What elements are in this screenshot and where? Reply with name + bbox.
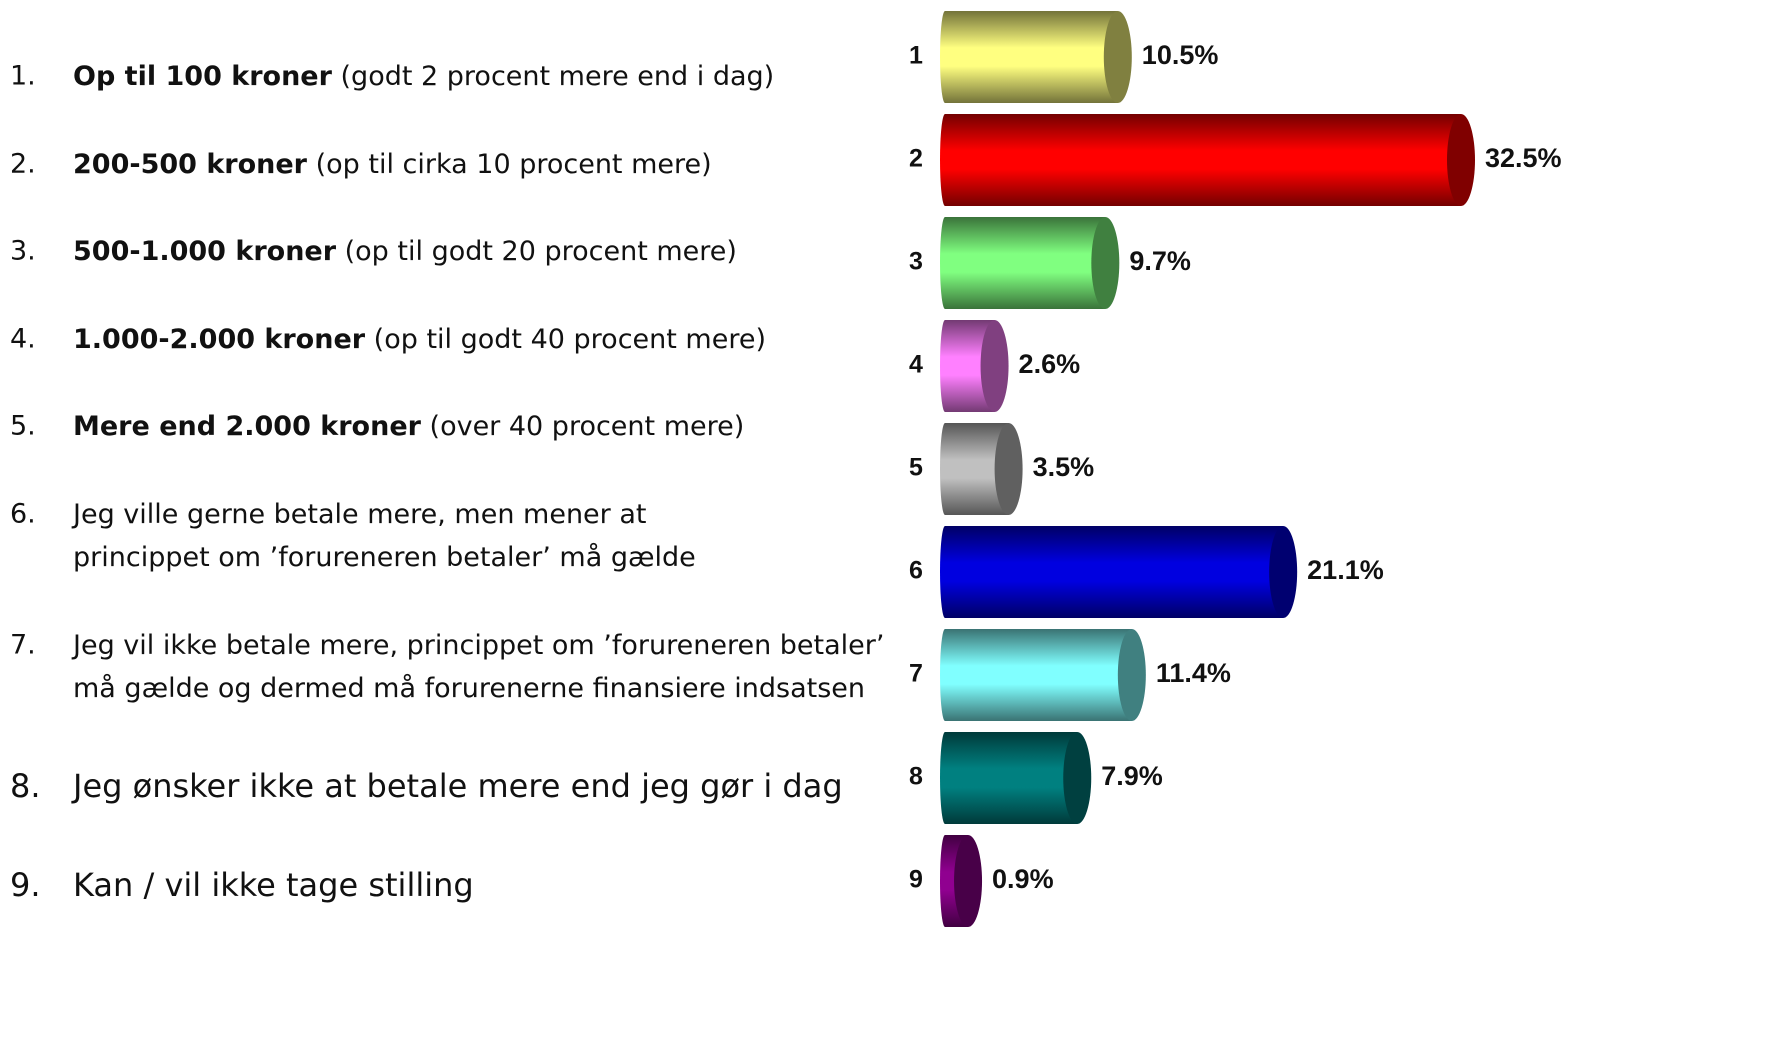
category-label: 3 [909,248,923,276]
item-line: princippet om ’forureneren betaler’ må g… [73,542,696,573]
bar [940,217,1120,309]
item-text: Jeg vil ikke betale mere, princippet om … [71,630,884,661]
item-text: Jeg ville gerne betale mere, men mener a… [71,499,647,530]
item-bold: Op til 100 kroner [73,61,333,92]
item-number: 1. [10,61,36,92]
bar-cap [1091,217,1120,309]
item-text: Mere end 2.000 kroner (over 40 procent m… [73,411,744,442]
bar-body [945,11,1118,103]
item-number: 7. [10,630,36,661]
item-bold: Mere end 2.000 kroner [73,411,422,442]
bar [940,629,1146,721]
item-line: Jeg vil ikke betale mere, princippet om … [71,630,884,661]
bar-cap [1269,526,1298,618]
category-label: 2 [909,145,923,173]
bar-body [945,629,1132,721]
bar-cap [1103,11,1132,103]
item-text: Kan / vil ikke tage stilling [73,866,474,904]
value-label: 11.4% [1156,658,1231,688]
item-text: 500-1.000 kroner (op til godt 20 procent… [73,236,737,267]
item-line: Kan / vil ikke tage stilling [73,866,474,904]
item-line: (godt 2 procent mere end i dag) [332,61,774,92]
item-text: princippet om ’forureneren betaler’ må g… [73,542,696,573]
item-number: 6. [10,499,36,530]
category-label: 5 [909,454,923,482]
bar [940,114,1475,206]
value-label: 3.5% [1033,452,1095,482]
item-number: 4. [10,324,36,355]
bar [940,423,1023,515]
item-text: Jeg ønsker ikke at betale mere end jeg g… [71,767,843,805]
item-bold: 1.000-2.000 kroner [73,324,366,355]
answer-list: 1. Op til 100 kroner (godt 2 procent mere… [10,61,884,905]
bar [940,526,1298,618]
bar [940,320,1009,412]
bar-cap [1117,629,1146,721]
value-label: 10.5% [1142,40,1219,70]
item-text: må gælde og dermed må forurenerne finans… [73,673,865,704]
item-number: 3. [10,236,36,267]
item-line: (op til cirka 10 procent mere) [307,149,712,180]
item-bold: 200-500 kroner [73,149,308,180]
category-label: 1 [909,42,923,70]
bar-cap [994,423,1023,515]
item-line: må gælde og dermed må forurenerne finans… [73,673,865,704]
bar-cap [1063,732,1092,824]
value-label: 32.5% [1485,143,1562,173]
value-label: 0.9% [992,864,1054,894]
value-label: 21.1% [1307,555,1384,585]
item-text: Op til 100 kroner (godt 2 procent mere e… [73,61,774,92]
category-label: 8 [909,763,923,791]
item-number: 5. [10,411,36,442]
category-label: 7 [909,660,923,688]
bar-body [945,217,1106,309]
bar [940,732,1092,824]
bar-body [945,114,1461,206]
category-label: 9 [909,866,923,894]
category-label: 6 [909,557,923,585]
item-line: Jeg ønsker ikke at betale mere end jeg g… [71,767,843,805]
item-bold: 500-1.000 kroner [73,236,337,267]
item-line: Jeg ville gerne betale mere, men mener a… [71,499,647,530]
value-label: 7.9% [1101,761,1163,791]
bar-cap [954,835,983,927]
item-number: 8. [10,767,41,805]
category-label: 4 [909,351,923,379]
bar-body [945,526,1284,618]
bar [940,11,1132,103]
item-number: 9. [10,866,41,904]
bar-cap [1447,114,1475,206]
bar-body [945,732,1078,824]
bar-cap [980,320,1009,412]
item-line: (op til godt 40 procent mere) [365,324,766,355]
item-number: 2. [10,149,36,180]
item-text: 1.000-2.000 kroner (op til godt 40 proce… [73,324,766,355]
value-label: 9.7% [1129,246,1191,276]
item-text: 200-500 kroner (op til cirka 10 procent … [73,149,712,180]
value-label: 2.6% [1019,349,1081,379]
item-line: (over 40 procent mere) [421,411,744,442]
bar [940,835,983,927]
item-line: (op til godt 20 procent mere) [336,236,737,267]
bars: 1 10.5% 2 32.5% 3 9.7% 4 2.6% 5 3.5% 6 21.1% 7 11.4% 8… [909,11,1562,927]
